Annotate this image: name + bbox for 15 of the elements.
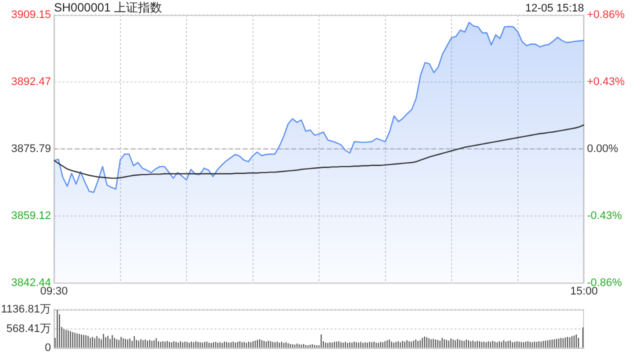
- y2-tick-label: 0.00%: [587, 142, 618, 155]
- x-tick-label: 09:30: [40, 285, 68, 298]
- y2-tick-label: +0.86%: [587, 9, 625, 22]
- y2-tick-label: -0.43%: [587, 210, 622, 222]
- text: 12-05 15:18: [525, 2, 584, 15]
- chart-title: SH000001 上证指数: [54, 0, 162, 14]
- x-tick-label: 15:00: [570, 285, 598, 298]
- y-tick-label: 3909.15: [11, 9, 51, 22]
- y-tick-label: 3875.79: [11, 142, 51, 155]
- y-tick-label: 568.41万: [6, 322, 51, 335]
- y-tick-label: 3892.47: [11, 76, 51, 88]
- y2-tick-label: +0.43%: [587, 76, 625, 88]
- y-tick-label: 1136.81万: [1, 304, 51, 316]
- y-tick-label: 0: [44, 342, 51, 354]
- y-tick-label: 3859.12: [11, 210, 51, 222]
